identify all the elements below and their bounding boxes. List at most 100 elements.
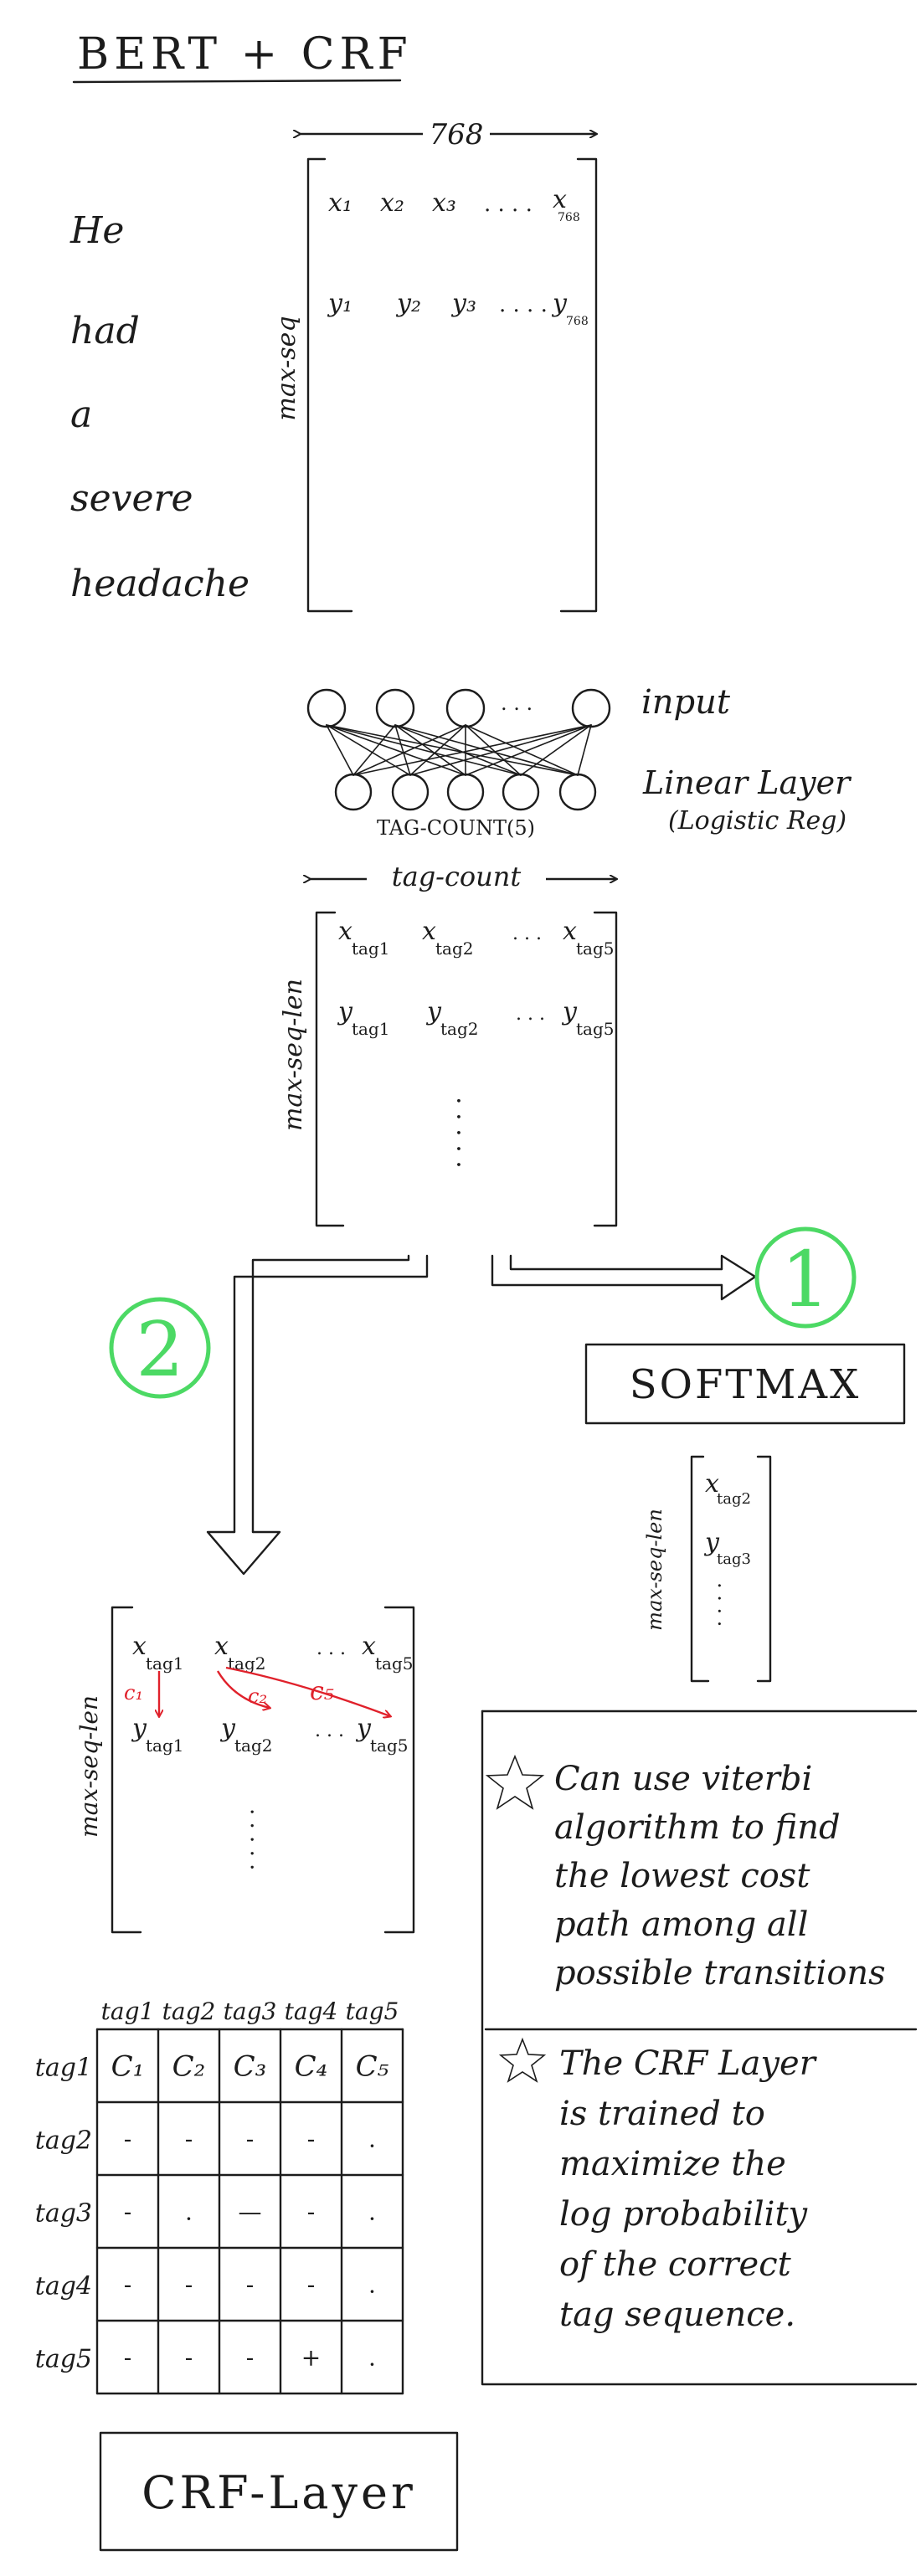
emission-cell: . . . — [512, 923, 542, 944]
table-cell: . — [368, 2198, 376, 2226]
network-edge — [326, 724, 354, 776]
bert-row1-x2: x₂ — [380, 188, 404, 218]
table-cell: - — [124, 2271, 131, 2299]
table-cell: - — [185, 2344, 193, 2372]
network-edge — [352, 724, 592, 776]
branch-2-number: 2 — [136, 1306, 183, 1394]
crf-cell: y — [131, 1714, 147, 1743]
bert-height-label: max-seq — [272, 316, 301, 420]
crf-cell: y — [355, 1714, 372, 1743]
output-node — [334, 773, 373, 811]
emission-cell: . . . — [516, 1004, 545, 1025]
table-row-header: tag3 — [35, 2199, 92, 2229]
table-cell: C₃ — [234, 2050, 267, 2084]
table-cell: - — [124, 2344, 131, 2372]
table-cell: - — [246, 2271, 254, 2299]
table-cell: . — [368, 2126, 376, 2153]
bert-row1-xlast-sub: 768 — [558, 211, 580, 224]
network-edge — [326, 724, 579, 776]
star-icon — [485, 1754, 545, 1810]
table-cell: C₄ — [295, 2050, 328, 2084]
emission-height-label: max-seq-len — [279, 979, 308, 1131]
emission-cell-sub: tag2 — [435, 938, 474, 959]
tag-count-label: TAG-COUNT(5) — [377, 816, 535, 840]
table-cell: - — [307, 2126, 315, 2153]
table-row-header: tag2 — [35, 2126, 92, 2156]
emission-cell-sub: tag5 — [576, 938, 615, 959]
input-ellipsis: . . . — [501, 692, 533, 715]
input-node — [571, 688, 611, 728]
bert-row1-x3: x₃ — [432, 188, 456, 218]
linear-layer-sublabel: (Logistic Reg) — [668, 806, 846, 836]
cost-label-c2: c₂ — [248, 1684, 267, 1708]
emission-cell-sub: tag1 — [352, 938, 390, 959]
input-sentence: He had a severe headache — [69, 209, 250, 605]
input-word: He — [69, 209, 124, 252]
table-cell: - — [124, 2126, 131, 2153]
table-row-header: tag1 — [35, 2054, 92, 2083]
title-underline — [72, 79, 402, 84]
crf-cell-sub: tag5 — [370, 1735, 409, 1756]
emission-width-label: tag-count — [392, 861, 522, 892]
table-cell: C₁ — [111, 2050, 145, 2084]
crf-cell: x — [132, 1632, 147, 1661]
bert-row2-ylast: y — [551, 289, 568, 318]
crf-layer-label: CRF-Layer — [141, 2466, 416, 2519]
notes-panel: Can use viterbi algorithm to find the lo… — [481, 1710, 918, 2386]
network-edge — [465, 724, 579, 776]
softmax-vdots: . . . . — [713, 1582, 737, 1627]
bert-row2-y1: y₁ — [327, 289, 352, 318]
crf-cell: x — [214, 1632, 229, 1661]
emission-cell: x — [563, 917, 577, 946]
bert-row1-x1: x₁ — [328, 188, 352, 218]
softmax-row2: y — [703, 1528, 720, 1557]
network-edge — [394, 724, 466, 776]
network-edge — [352, 724, 396, 776]
emission-vdots: . . . . . — [451, 1097, 481, 1169]
table-column-header: tag4 — [285, 1998, 338, 2025]
network-edge — [326, 724, 411, 776]
branch-1-number: 1 — [781, 1235, 831, 1324]
bert-row1-xlast: x — [553, 185, 567, 214]
table-column-header: tag3 — [224, 1998, 277, 2025]
bert-row2-ylast-sub: 768 — [566, 315, 589, 328]
network-edge — [409, 724, 592, 776]
softmax-row1: x — [705, 1469, 719, 1499]
output-node — [391, 773, 430, 811]
split-arrows — [206, 1254, 757, 1576]
table-cell: . — [368, 2271, 376, 2299]
input-word: a — [70, 393, 92, 436]
input-node — [375, 688, 415, 728]
network-edge — [465, 724, 592, 776]
bert-output-matrix: 768 max-seq x₁ x₂ x₃ . . . . x 768 y₁ y₂… — [272, 118, 596, 613]
emission-cell: y — [561, 997, 578, 1026]
input-word: headache — [70, 563, 250, 605]
table-cell: + — [301, 2344, 321, 2372]
bert-width-label: 768 — [430, 118, 484, 152]
note-1: Can use viterbi algorithm to find the lo… — [554, 1760, 886, 1992]
table-cell: C₂ — [172, 2050, 206, 2084]
input-node — [306, 688, 347, 728]
crf-cell-sub: tag5 — [375, 1653, 414, 1674]
network-edge — [394, 724, 522, 776]
input-word: had — [70, 310, 140, 352]
table-cell: . — [368, 2344, 376, 2372]
table-row-header: tag4 — [35, 2272, 92, 2301]
network-edge — [394, 724, 411, 776]
bert-row2-dots: . . . . — [499, 292, 548, 317]
output-node — [446, 773, 485, 811]
crf-cell: x — [362, 1632, 376, 1661]
softmax-row2-sub: tag3 — [717, 1550, 751, 1568]
table-column-header: tag5 — [346, 1998, 399, 2025]
table-cell: . — [185, 2198, 193, 2226]
table-cell: C₅ — [356, 2050, 389, 2084]
bert-row2-y2: y₂ — [395, 289, 421, 318]
bert-row2-y3: y₃ — [450, 289, 476, 318]
network-edge — [326, 724, 466, 776]
table-column-header: tag2 — [162, 1998, 216, 2025]
transition-table: tag1 tag2 tag3 tag4 tag5 tag1 tag2 tag3 tag4 tag5… — [35, 1998, 404, 2395]
table-cell: - — [185, 2271, 193, 2299]
network-edge — [577, 724, 592, 776]
transition-arrow-c2 — [216, 1670, 270, 1708]
